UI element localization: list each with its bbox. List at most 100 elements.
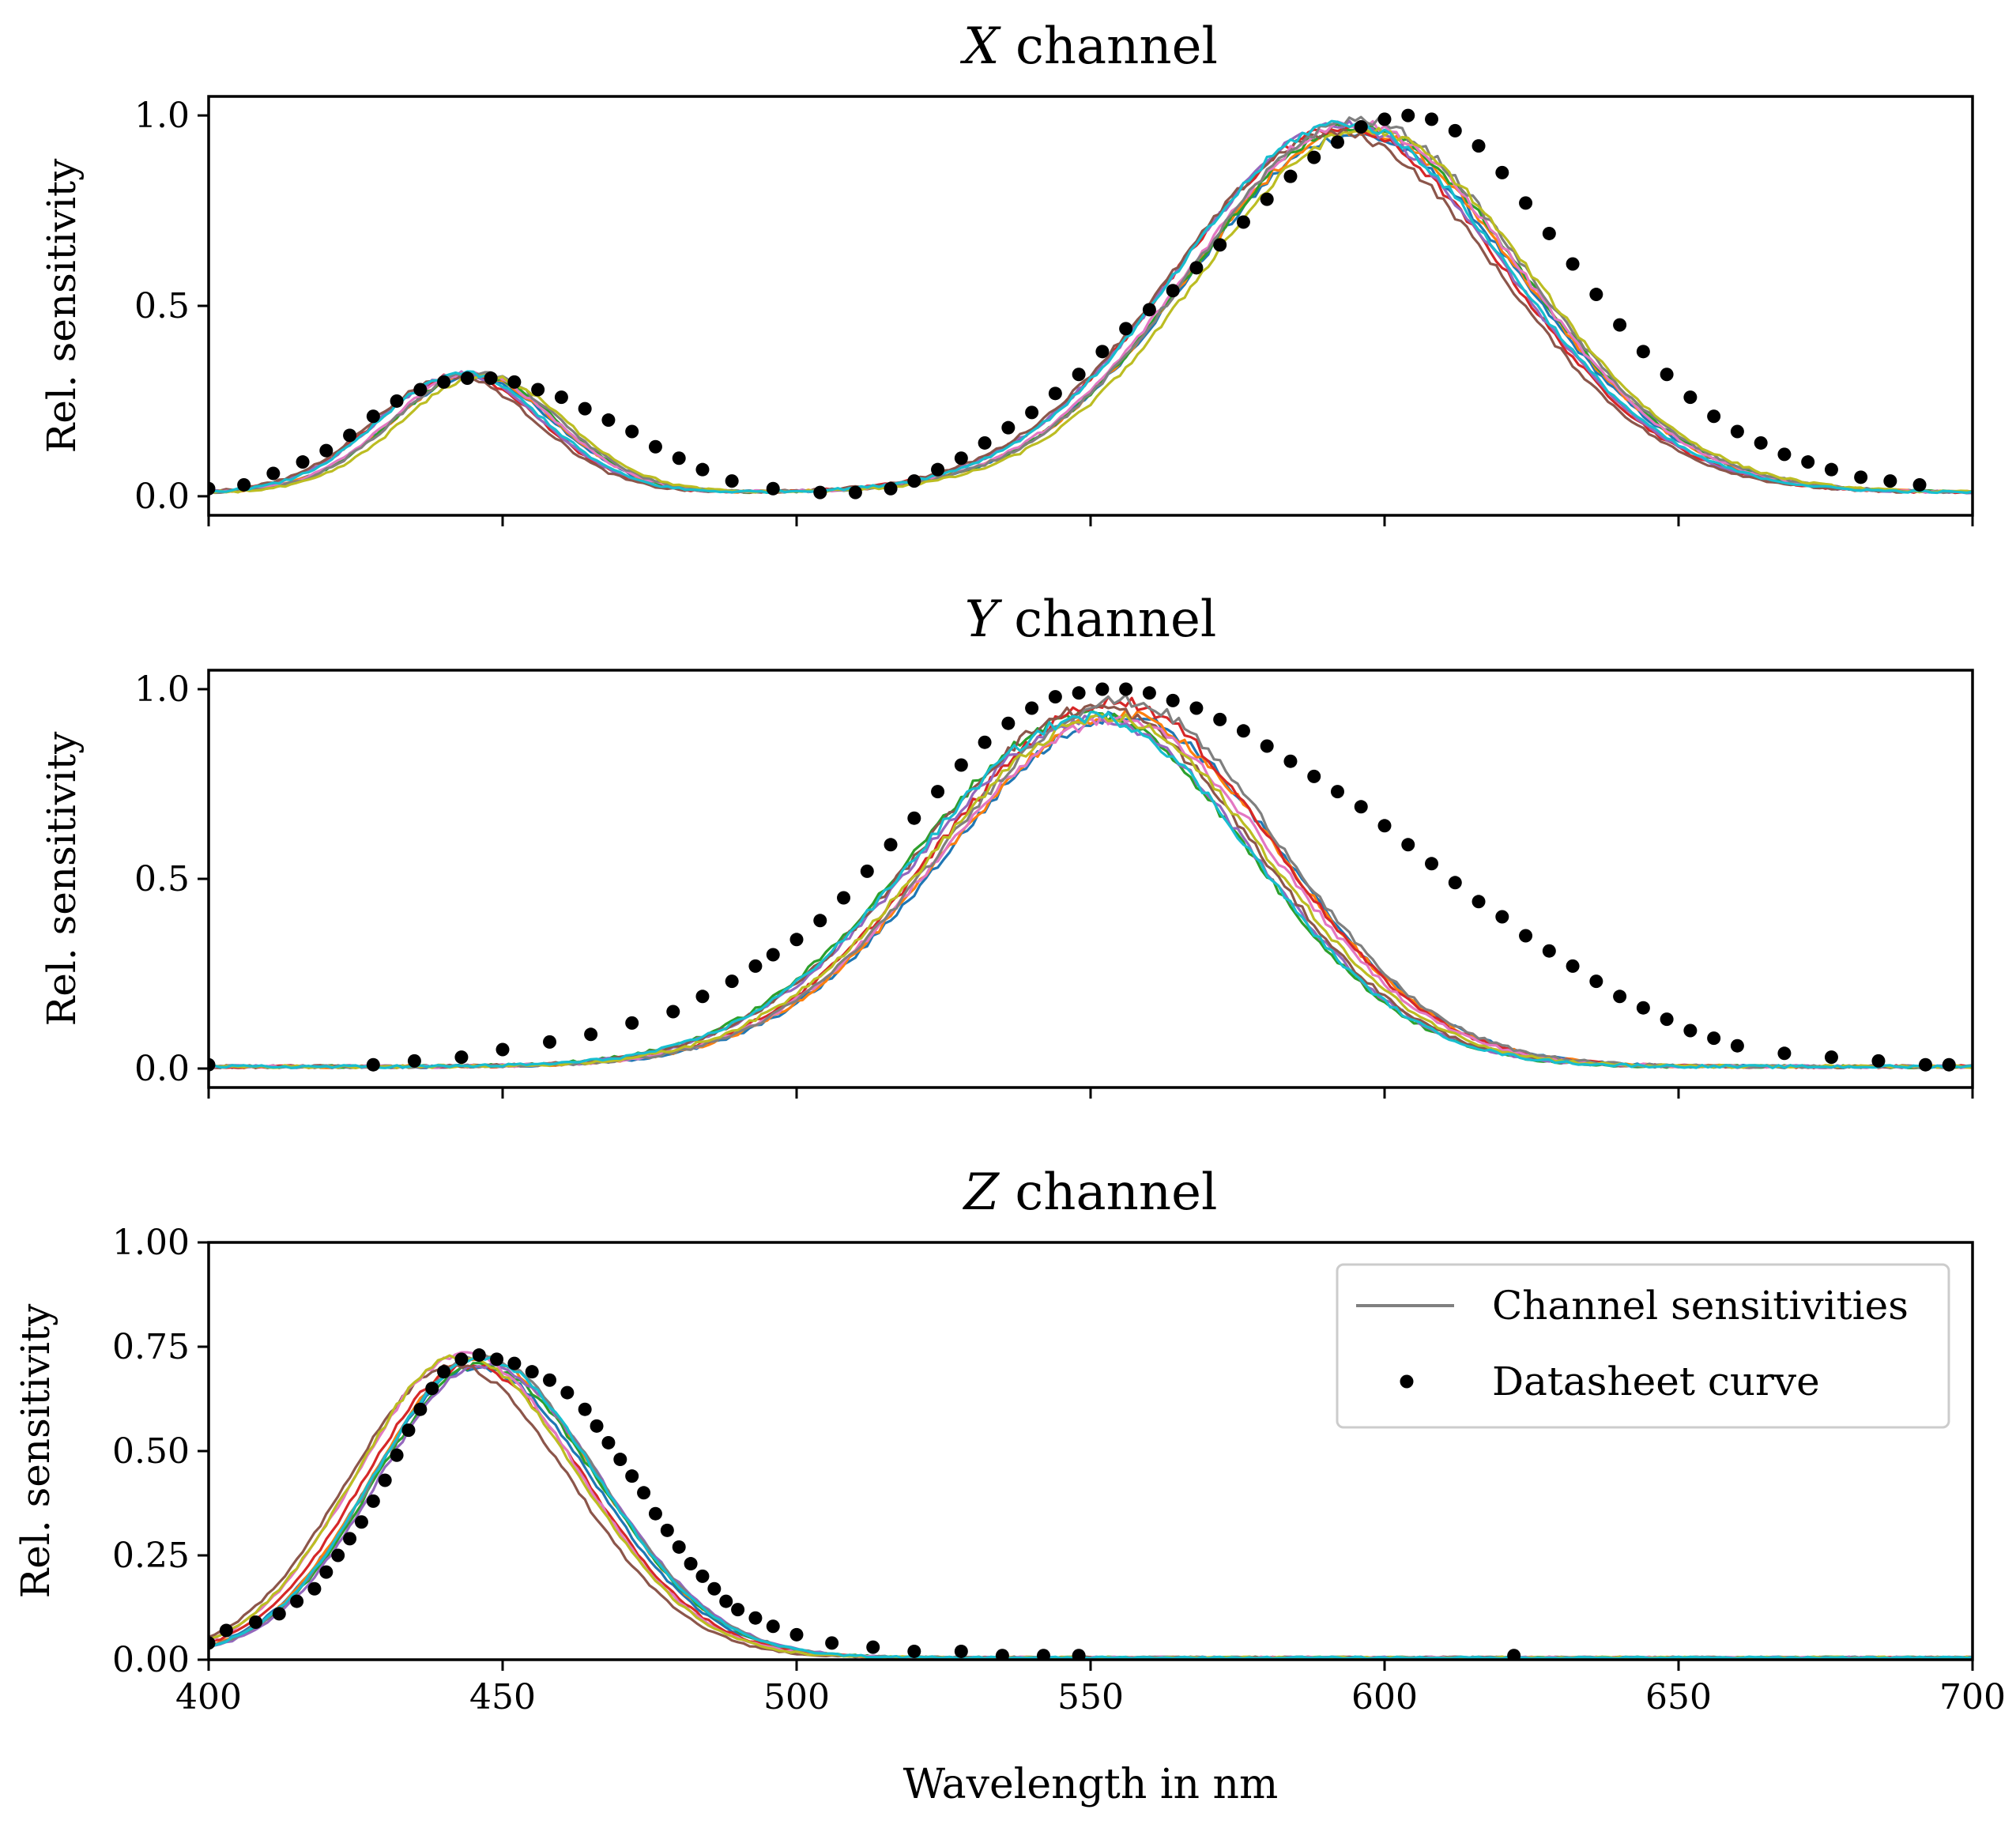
datasheet-point [1401,108,1415,123]
datasheet-point [366,409,380,424]
datasheet-curve [209,108,1927,499]
panel-z-channel: Z channel Rel. sensitivity 400 450 500 550 600… [13,1163,2006,1808]
datasheet-point [660,1523,674,1537]
datasheet-point [472,1348,486,1363]
datasheet-point [1566,257,1580,271]
datasheet-point [319,1565,333,1579]
datasheet-point [343,428,357,443]
datasheet-point [931,462,945,477]
datasheet-point [978,735,992,749]
datasheet-point [613,1453,627,1467]
datasheet-point [266,466,281,481]
datasheet-point [1307,150,1321,164]
datasheet-point [366,1494,380,1508]
datasheet-point [672,1540,686,1554]
datasheet-point [684,1557,698,1571]
sensitivity-line-8 [209,693,1973,1069]
datasheet-curve [209,682,1956,1072]
y-axis-label: Rel. sensitivity [39,731,85,1027]
datasheet-point [1613,318,1627,332]
datasheet-point [1142,686,1156,700]
datasheet-point [1660,368,1674,382]
datasheet-point [1048,386,1062,401]
datasheet-point [1589,974,1603,989]
datasheet-point [1448,123,1462,138]
y-tick-label: 0.50 [112,1431,190,1472]
datasheet-point [272,1607,286,1621]
datasheet-point [1283,754,1298,768]
sensitivity-line-9 [209,126,1973,495]
datasheet-point [725,974,739,989]
datasheet-point [725,474,739,488]
datasheet-point [437,375,451,389]
sensitivity-line-1 [209,711,1973,1069]
datasheet-point [813,914,827,928]
datasheet-point [507,375,522,389]
datasheet-point [1754,435,1768,450]
datasheet-point [1377,819,1392,833]
datasheet-point [1377,112,1392,126]
datasheet-point [296,455,310,469]
datasheet-point [907,474,921,488]
datasheet-point [766,481,780,496]
datasheet-point [907,811,921,825]
datasheet-point [1354,120,1368,134]
datasheet-point [1918,1057,1932,1072]
datasheet-point [666,1005,680,1019]
axes-frame [207,669,1974,1089]
panel-title: Z channel [963,1163,1218,1222]
datasheet-point [1166,693,1180,707]
datasheet-point [1730,1039,1744,1053]
channel-sensitivity-curves [209,693,1973,1069]
datasheet-point [378,1473,392,1487]
datasheet-point [1072,1649,1086,1660]
datasheet-point [954,758,968,772]
y-tick-label: 0.25 [112,1536,190,1576]
datasheet-point [437,1365,451,1379]
datasheet-point [766,948,780,962]
datasheet-point [907,1644,921,1658]
datasheet-point [1707,1031,1721,1046]
datasheet-point [209,1636,216,1650]
datasheet-point [1283,169,1298,183]
y-tick-label: 1.0 [134,669,190,710]
datasheet-point [543,1373,557,1387]
datasheet-point [1354,800,1368,814]
datasheet-point [866,1640,880,1654]
datasheet-point [1519,196,1533,210]
datasheet-point [766,1619,780,1634]
datasheet-point [1883,474,1897,488]
datasheet-point [407,1054,421,1068]
datasheet-point [209,481,216,496]
datasheet-point [1119,682,1133,696]
datasheet-point [1072,686,1086,700]
x-tick-label: 600 [1351,1677,1418,1717]
datasheet-point [695,1569,710,1583]
y-axis-label: Rel. sensitivity [39,158,85,454]
datasheet-point [560,1385,575,1400]
y-tick-label: 0.00 [112,1640,190,1680]
datasheet-point [1636,345,1650,359]
datasheet-point [1330,135,1344,149]
x-tick-label: 450 [469,1677,536,1717]
datasheet-point [507,1356,522,1370]
panel-title: Y channel [965,590,1217,649]
datasheet-point [648,1506,662,1521]
datasheet-point [1048,690,1062,704]
sensitivity-line-2 [209,126,1973,494]
datasheet-point [1330,785,1344,799]
datasheet-point [884,838,898,852]
datasheet-point [1683,390,1698,405]
sensitivity-line-7 [209,119,1973,494]
datasheet-point [813,485,827,499]
datasheet-point [1213,712,1227,726]
datasheet-point [1001,716,1016,730]
x-tick-label: 700 [1939,1677,2006,1717]
y-tick-label: 0.75 [112,1327,190,1367]
datasheet-point [1025,701,1039,715]
datasheet-point [1213,238,1227,252]
datasheet-point [1189,261,1204,275]
panel-y-channel: Y channel Rel. sensitivity 0.0 0.5 1.0 [39,590,1974,1099]
datasheet-point [1495,910,1509,924]
datasheet-point [789,1627,804,1642]
